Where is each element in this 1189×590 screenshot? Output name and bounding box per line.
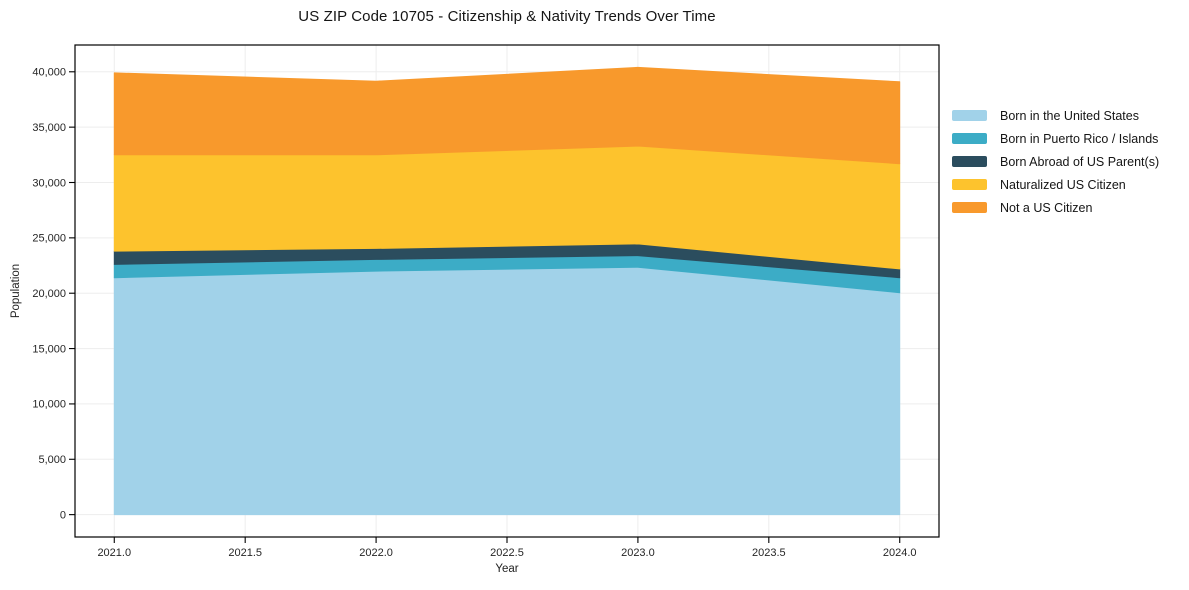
x-tick-label: 2022.0 <box>359 547 393 559</box>
chart-title: US ZIP Code 10705 - Citizenship & Nativi… <box>298 8 716 25</box>
legend-item-born-us: Born in the United States <box>952 104 1159 127</box>
legend-label: Born in the United States <box>1000 108 1139 123</box>
area-5 <box>113 66 901 165</box>
y-tick-label: 40,000 <box>32 67 66 79</box>
y-tick-label: 0 <box>60 509 66 521</box>
y-tick-label: 5,000 <box>38 454 66 466</box>
born-abroad-swatch <box>952 156 987 167</box>
y-axis-title: Population <box>10 263 22 319</box>
x-axis-title: Year <box>495 563 519 575</box>
x-tick-label: 2023.0 <box>621 547 655 559</box>
x-tick-label: 2021.5 <box>228 547 262 559</box>
y-tick-label: 20,000 <box>32 288 66 300</box>
legend-label: Not a US Citizen <box>1000 200 1093 215</box>
legend-item-born-pr: Born in Puerto Rico / Islands <box>952 127 1159 150</box>
y-tick-label: 30,000 <box>32 177 66 189</box>
legend-item-naturalized: Naturalized US Citizen <box>952 173 1159 196</box>
x-tick-label: 2024.0 <box>883 547 917 559</box>
x-tick-label: 2022.5 <box>490 547 524 559</box>
y-tick-label: 35,000 <box>32 122 66 134</box>
legend-item-not-citizen: Not a US Citizen <box>952 196 1159 219</box>
x-tick-label: 2023.5 <box>752 547 786 559</box>
legend: Born in the United States Born in Puerto… <box>952 104 1159 219</box>
legend-item-born-abroad: Born Abroad of US Parent(s) <box>952 150 1159 173</box>
not-citizen-swatch <box>952 202 987 213</box>
y-tick-label: 25,000 <box>32 233 66 245</box>
area-1 <box>113 266 901 516</box>
naturalized-swatch <box>952 179 987 190</box>
legend-label: Born Abroad of US Parent(s) <box>1000 154 1160 169</box>
born-pr-swatch <box>952 133 987 144</box>
legend-label: Born in Puerto Rico / Islands <box>1000 131 1159 146</box>
y-tick-label: 10,000 <box>32 399 66 411</box>
legend-label: Naturalized US Citizen <box>1000 177 1126 192</box>
born-us-swatch <box>952 110 987 121</box>
y-tick-label: 15,000 <box>32 343 66 355</box>
x-tick-label: 2021.0 <box>97 547 131 559</box>
